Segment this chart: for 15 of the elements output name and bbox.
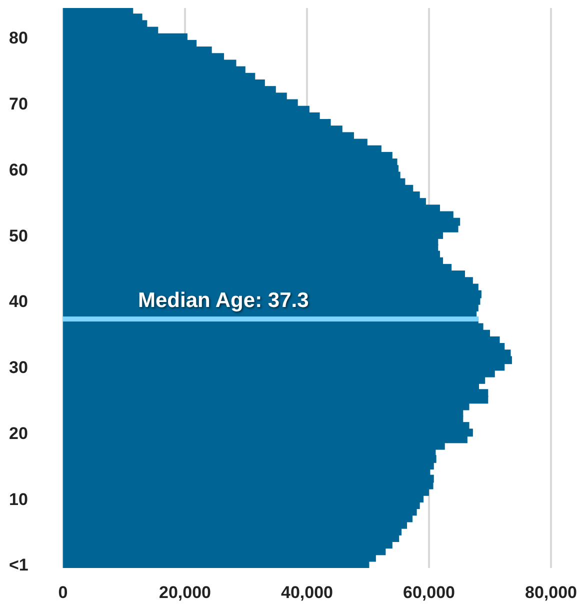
x-tick-label: 20,000: [159, 583, 211, 602]
x-tick-label: 60,000: [403, 583, 455, 602]
y-tick-label: 10: [9, 490, 28, 509]
y-tick-label: 70: [9, 94, 28, 114]
y-tick-label: 20: [9, 424, 28, 443]
y-tick-label: <1: [9, 556, 28, 575]
ref-line-label: Median Age: 37.3: [138, 288, 309, 312]
y-tick-label: 40: [9, 292, 28, 312]
x-tick-label: 0: [58, 583, 68, 602]
y-tick-label: 80: [9, 28, 28, 48]
y-tick-label: 30: [9, 358, 28, 378]
y-tick-label: 60: [9, 160, 28, 180]
x-tick-label: 80,000: [525, 583, 577, 602]
y-tick-label: 50: [9, 226, 28, 246]
x-tick-label: 40,000: [281, 583, 333, 602]
